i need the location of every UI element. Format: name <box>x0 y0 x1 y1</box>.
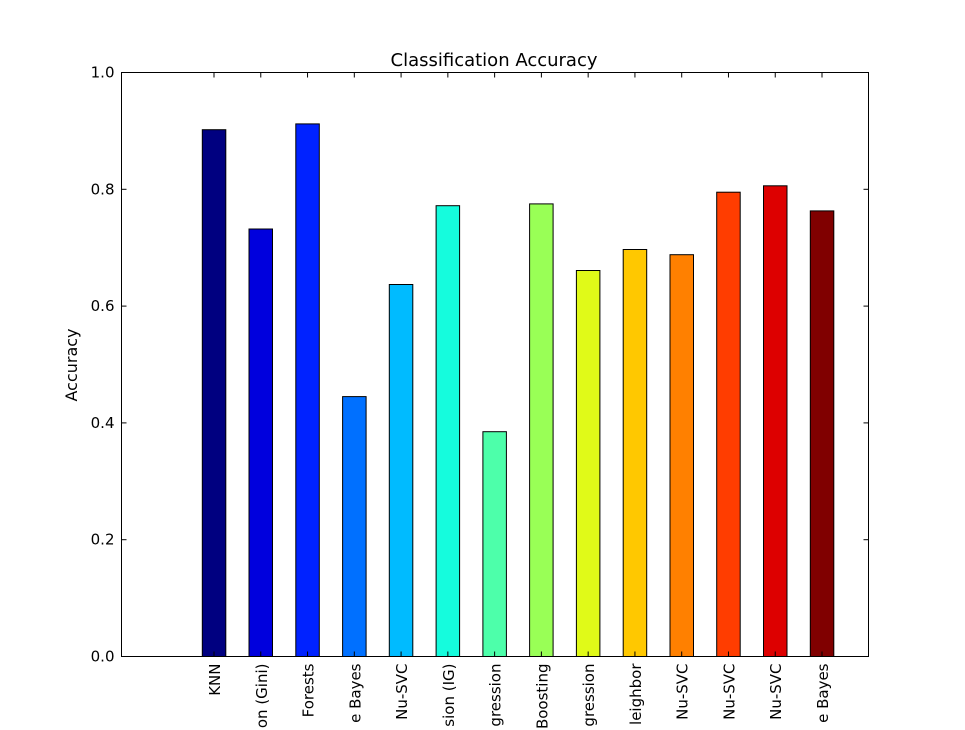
bar-3 <box>342 396 367 657</box>
bar-13 <box>809 210 835 657</box>
y-tick-label: 0.4 <box>91 414 115 432</box>
bar-11 <box>716 191 741 657</box>
bar-1 <box>248 228 273 657</box>
x-tick-label: on (Gini) <box>253 664 271 729</box>
x-tick-label: Nu-SVC <box>393 664 411 720</box>
x-tick-label: Forests <box>300 663 318 717</box>
y-axis-label: Accuracy <box>62 328 81 401</box>
plot-frame <box>121 72 869 657</box>
x-tick-label: gression <box>580 664 598 727</box>
bar-12 <box>763 185 788 658</box>
bar-6 <box>482 431 507 658</box>
bar-5 <box>435 205 461 657</box>
y-tick-label: 1.0 <box>91 64 115 82</box>
y-tick-label: 0.6 <box>91 297 115 315</box>
y-tick-label: 0.0 <box>91 648 115 666</box>
bars-group <box>201 123 835 658</box>
bar-0 <box>201 129 227 657</box>
x-tick-label: Nu-SVC <box>767 664 785 720</box>
x-tick-label: Nu-SVC <box>674 664 692 720</box>
bar-8 <box>575 270 601 657</box>
x-tick-label: gression <box>487 664 505 727</box>
x-tick-label: e Bayes <box>814 663 832 723</box>
x-axis-ticks: KNN on (Gini) Forests e Bayes Nu-SVC sion (IG… <box>206 72 832 730</box>
x-tick-label: Boosting <box>533 664 551 730</box>
chart-title: Classification Accuracy <box>391 50 598 71</box>
y-tick-label: 0.2 <box>91 531 115 549</box>
y-tick-label: 0.8 <box>91 180 115 198</box>
bar-4 <box>388 284 414 657</box>
x-tick-label: leighbor <box>627 663 645 725</box>
x-tick-label: e Bayes <box>346 663 364 723</box>
bar-7 <box>529 203 554 657</box>
x-tick-label: Nu-SVC <box>720 664 738 720</box>
x-tick-label: sion (IG) <box>440 664 458 727</box>
bar-10 <box>669 254 694 657</box>
bar-2 <box>295 123 320 657</box>
bar-9 <box>622 249 648 657</box>
y-axis-ticks: 0.0 0.2 0.4 0.6 0.8 1.0 <box>91 64 869 666</box>
x-tick-label: KNN <box>206 664 224 696</box>
